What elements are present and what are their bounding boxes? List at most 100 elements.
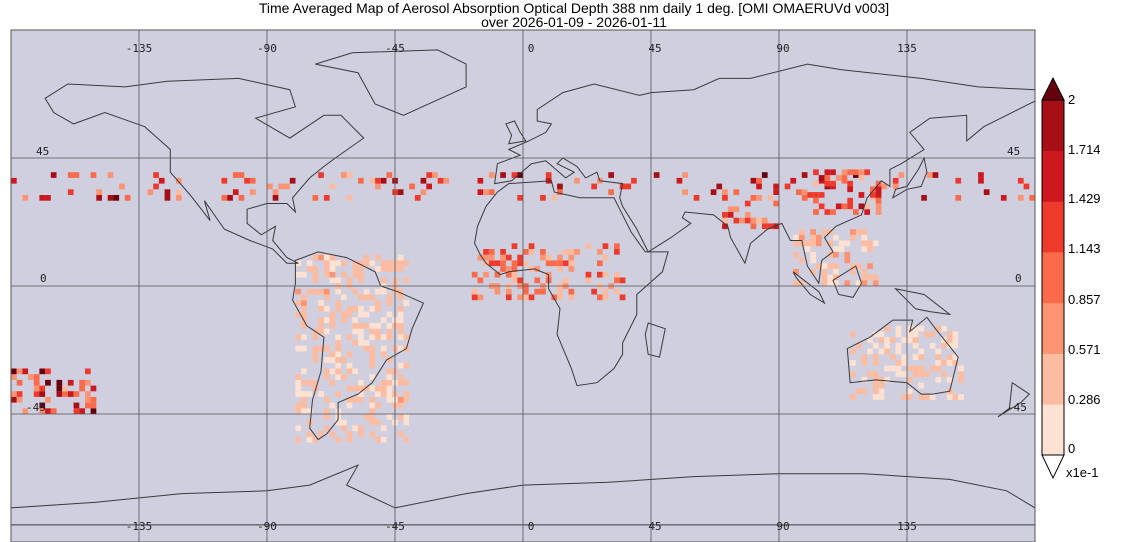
data-cell <box>912 337 919 343</box>
data-cell <box>850 234 856 241</box>
data-cell <box>301 391 307 397</box>
data-cell <box>335 305 341 312</box>
data-cell <box>602 288 609 295</box>
data-cell <box>983 189 990 195</box>
data-cell <box>323 288 330 295</box>
data-cell <box>557 294 563 301</box>
data-cell <box>397 379 404 386</box>
data-cell <box>807 192 814 198</box>
data-cell <box>858 169 865 176</box>
data-cell <box>946 354 953 360</box>
data-cell <box>306 260 313 267</box>
data-cell <box>238 195 245 201</box>
data-cell <box>278 183 285 190</box>
data-cell <box>557 254 563 261</box>
data-cell <box>810 251 816 258</box>
data-cell <box>952 394 959 400</box>
data-cell <box>403 396 410 403</box>
colorbar-bin <box>1042 100 1064 152</box>
data-cell <box>875 186 882 193</box>
data-cell <box>358 379 364 386</box>
colorbar-bin <box>1042 404 1064 456</box>
lon-tick-top: -90 <box>257 42 277 55</box>
data-cell <box>793 251 799 258</box>
data-cell <box>810 229 816 235</box>
data-cell <box>358 396 364 403</box>
data-cell <box>568 288 575 295</box>
data-cell <box>386 328 393 335</box>
data-cell <box>90 385 97 392</box>
colorbar-bin <box>1042 353 1064 405</box>
data-cell <box>369 334 376 341</box>
data-cell <box>850 348 856 355</box>
data-cell <box>932 172 939 178</box>
data-cell <box>380 391 387 397</box>
data-cell <box>551 294 558 301</box>
data-cell <box>375 385 381 392</box>
data-cell <box>386 379 393 386</box>
lon-tick-bottom: 135 <box>897 520 917 533</box>
data-cell <box>346 172 353 178</box>
data-cell <box>363 260 370 267</box>
data-cell <box>844 257 851 264</box>
data-cell <box>329 260 336 267</box>
data-cell <box>918 325 925 332</box>
data-cell <box>39 391 46 397</box>
data-cell <box>591 288 597 295</box>
data-cell <box>426 172 432 178</box>
data-cell <box>33 385 40 392</box>
data-cell <box>363 345 370 352</box>
data-cell <box>335 288 341 295</box>
data-cell <box>477 277 484 284</box>
coastline-sumatra <box>792 271 826 305</box>
data-cell <box>301 345 307 352</box>
data-cell <box>793 268 799 275</box>
data-cell <box>884 348 890 355</box>
data-cell <box>397 334 404 341</box>
data-cell <box>557 189 563 195</box>
data-cell <box>602 271 609 278</box>
data-cell <box>727 206 734 213</box>
data-cell <box>918 348 925 355</box>
data-cell <box>312 351 319 358</box>
data-cell <box>341 419 347 426</box>
data-cell <box>614 288 620 295</box>
data-cell <box>403 362 410 369</box>
data-cell <box>335 391 341 397</box>
data-cell <box>301 379 307 386</box>
data-cell <box>861 229 868 235</box>
data-cell <box>426 183 432 190</box>
data-cell <box>358 391 364 397</box>
data-cell <box>375 323 381 329</box>
data-cell <box>358 271 364 278</box>
data-cell <box>511 266 518 272</box>
land-sumatra <box>793 271 825 304</box>
data-cell <box>329 323 336 329</box>
data-cell <box>827 274 834 281</box>
data-cell <box>79 379 85 386</box>
data-cell <box>22 368 29 375</box>
data-cell <box>375 419 381 426</box>
data-cell <box>901 337 907 343</box>
data-cell <box>818 175 825 181</box>
data-cell <box>312 379 319 386</box>
map-area[interactable] <box>10 29 1036 542</box>
data-cell <box>505 266 512 272</box>
data-cell <box>810 234 816 241</box>
data-cell <box>557 183 563 190</box>
data-cell <box>821 268 828 275</box>
colorbar-multiplier: x1e-1 <box>1066 465 1099 480</box>
data-cell <box>844 251 851 258</box>
data-cell <box>941 360 947 366</box>
coastline-north-america <box>44 77 365 264</box>
data-cell <box>39 408 46 414</box>
data-cell <box>352 328 358 335</box>
data-cell <box>295 288 302 295</box>
data-cell <box>505 294 512 301</box>
data-cell <box>335 300 341 306</box>
data-cell <box>682 189 688 195</box>
lat-tick-left: 45 <box>36 145 49 158</box>
data-cell <box>352 396 358 403</box>
data-cell <box>872 394 879 400</box>
data-cell <box>585 271 592 278</box>
